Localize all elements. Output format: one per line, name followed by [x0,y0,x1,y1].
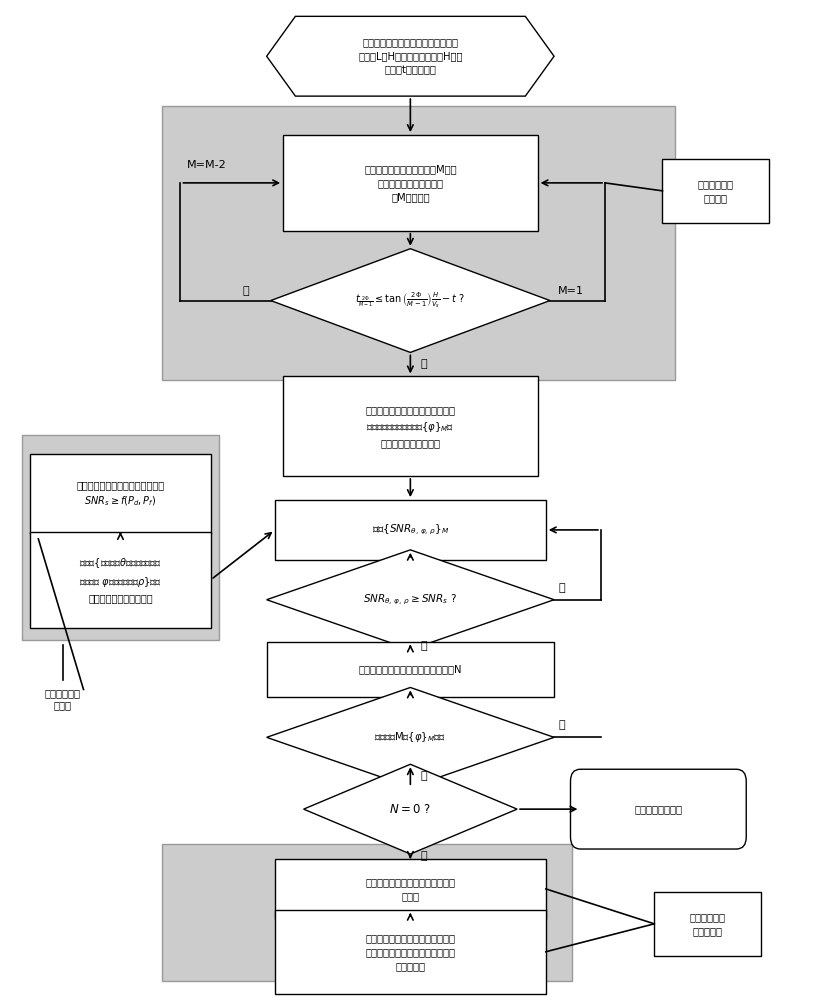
Text: 是: 是 [420,359,427,369]
FancyBboxPatch shape [283,376,537,476]
Text: 利用卫星姿态规划模块得到各次的
卫星姿态机动合成角度为$\{\varphi\}_M$，
默认每次光学通道开机: 利用卫星姿态规划模块得到各次的 卫星姿态机动合成角度为$\{\varphi\}_… [365,405,456,448]
Text: 建立从{地形坡度$\theta$、卫星姿态机动
合成角度 $\varphi$、目标反射率$\rho$}到探
测系统信噪比的映射模型: 建立从{地形坡度$\theta$、卫星姿态机动 合成角度 $\varphi$、目… [79,556,162,603]
Text: $t_{\frac{2\Phi}{M-1}} \leq \tan\left(\frac{2\Phi}{M-1}\right)\frac{H}{V_s}-t$ ?: $t_{\frac{2\Phi}{M-1}} \leq \tan\left(\f… [355,291,466,310]
Text: 是: 是 [420,771,427,781]
Polygon shape [267,16,554,96]
Polygon shape [267,687,554,787]
FancyBboxPatch shape [662,159,770,223]
FancyBboxPatch shape [30,454,211,534]
FancyBboxPatch shape [30,532,211,628]
FancyBboxPatch shape [283,135,537,231]
Polygon shape [267,550,554,650]
Text: $N=0$ ?: $N=0$ ? [390,803,431,816]
FancyBboxPatch shape [22,435,219,640]
Text: 否: 否 [243,286,250,296]
FancyBboxPatch shape [275,910,545,994]
Text: M=M-2: M=M-2 [187,160,227,170]
Text: 确定综合激光探测系统信噪比要求
$SNR_s \geq f(P_d, P_f)$: 确定综合激光探测系统信噪比要求 $SNR_s \geq f(P_d, P_f)$ [77,480,165,508]
Text: 激光可用性判
断模型: 激光可用性判 断模型 [45,689,81,710]
FancyBboxPatch shape [267,642,554,697]
Text: M=1: M=1 [558,286,584,296]
FancyBboxPatch shape [654,892,761,956]
Text: 敏捷多次成像
判断模型: 敏捷多次成像 判断模型 [698,179,734,203]
Text: 获取卫星成像计划任务目标中心点经
纬度（L，H）、成像轨道高度H、成
像时长t和场景参数: 获取卫星成像计划任务目标中心点经 纬度（L，H）、成像轨道高度H、成 像时长t和… [358,37,462,75]
FancyBboxPatch shape [275,500,545,560]
Text: 以目标中心点为中心对称的M个卫
星指向成像动作序列推演
（M为奇数）: 以目标中心点为中心对称的M个卫 星指向成像动作序列推演 （M为奇数） [364,164,456,202]
Text: 设计光学、激光及工程测量数据信
号通路: 设计光学、激光及工程测量数据信 号通路 [365,877,456,901]
FancyBboxPatch shape [570,769,747,849]
Text: 本工作模式不适用: 本工作模式不适用 [634,804,682,814]
Text: 是: 是 [420,641,427,651]
Text: $SNR_{\theta,\,\varphi,\,\rho} \geq SNR_s$ ?: $SNR_{\theta,\,\varphi,\,\rho} \geq SNR_… [363,593,457,607]
Text: 是否完成M个$\{\varphi\}_M$遍历: 是否完成M个$\{\varphi\}_M$遍历 [374,730,447,744]
Text: 否: 否 [558,583,564,593]
Text: 激光为开机模式，累积激光开机次数N: 激光为开机模式，累积激光开机次数N [358,665,462,675]
FancyBboxPatch shape [275,859,545,919]
FancyBboxPatch shape [162,106,675,380]
Text: 计算$\{SNR_{\theta,\,\varphi,\,\rho}\}_M$: 计算$\{SNR_{\theta,\,\varphi,\,\rho}\}_M$ [372,523,449,537]
Text: 工作模式通道
及记录设计: 工作模式通道 及记录设计 [690,912,726,936]
Polygon shape [303,764,517,854]
Polygon shape [271,249,550,352]
FancyBboxPatch shape [162,844,572,981]
Text: 否: 否 [558,720,564,730]
Text: 否: 否 [420,852,427,862]
Text: 基于设定的工作模式及信号通路进
行光学、激光及其辅助数据的记录
及下传处理: 基于设定的工作模式及信号通路进 行光学、激光及其辅助数据的记录 及下传处理 [365,933,456,971]
